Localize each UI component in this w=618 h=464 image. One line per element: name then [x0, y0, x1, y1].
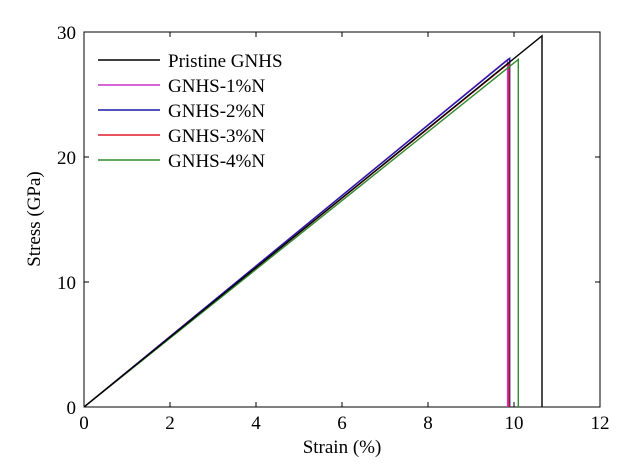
x-tick-label: 4: [251, 413, 261, 434]
y-tick-label: 10: [57, 273, 76, 294]
y-tick-label: 20: [57, 148, 76, 169]
legend-label-2: GNHS-2%N: [168, 101, 265, 122]
series-line-2: [83, 56, 511, 408]
series-line-4: [83, 58, 519, 408]
x-tick-label: 2: [165, 413, 175, 434]
x-axis-label: Strain (%): [303, 437, 382, 458]
y-axis-label: Stress (GPa): [24, 171, 45, 267]
legend-label-1: GNHS-1%N: [168, 76, 265, 97]
legend-label-4: GNHS-4%N: [168, 151, 265, 172]
x-tick-label: 8: [423, 413, 433, 434]
legend-label-0: Pristine GNHS: [168, 51, 283, 72]
series-line-0: [83, 34, 543, 408]
y-tick-label: 0: [67, 398, 77, 419]
y-tick-label: 30: [57, 23, 76, 44]
ticks-group: 0 2 4 6 8 10 12 0 10 20 30: [57, 23, 610, 434]
x-tick-label: 6: [337, 413, 347, 434]
legend: Pristine GNHS GNHS-1%N GNHS-2%N GNHS-3%N GNH…: [98, 51, 283, 172]
x-tick-label: 10: [505, 413, 524, 434]
x-tick-label: 0: [79, 413, 89, 434]
legend-label-3: GNHS-3%N: [168, 126, 265, 147]
x-tick-label: 12: [591, 413, 610, 434]
plot-area-frame: [83, 31, 601, 408]
series-group: [83, 34, 543, 408]
